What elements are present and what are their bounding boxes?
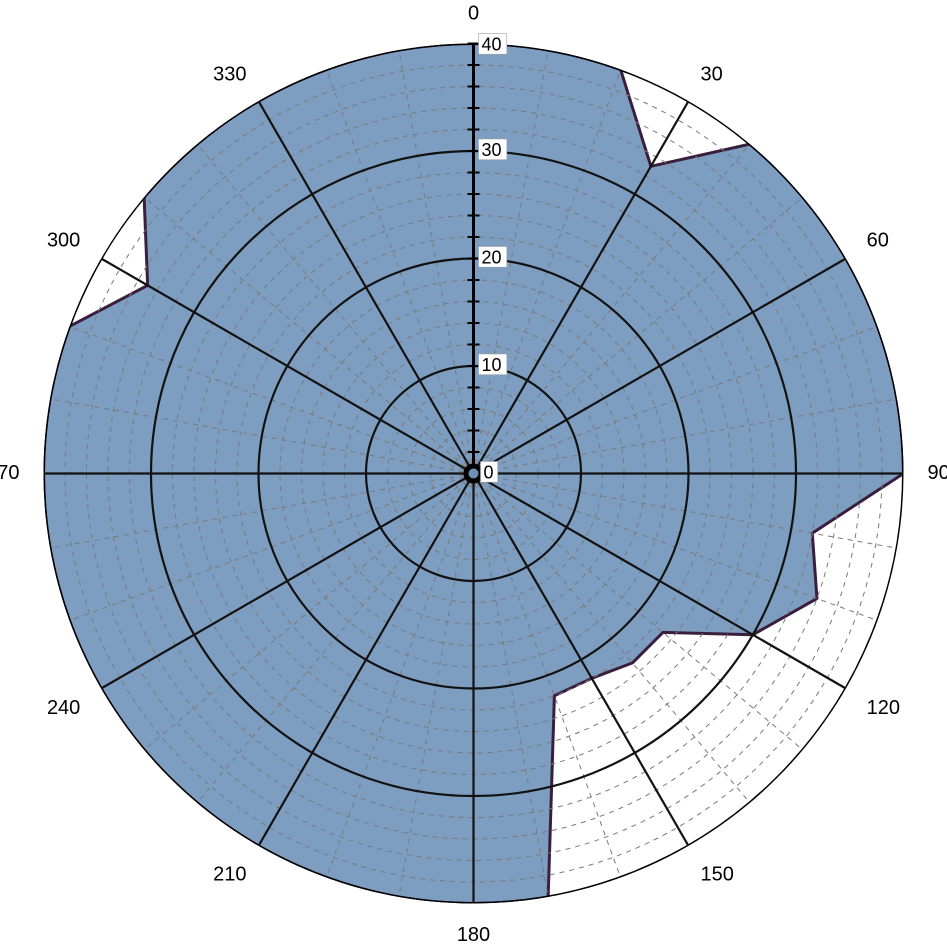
radial-label: 30 <box>482 140 502 160</box>
angle-label: 30 <box>701 63 723 85</box>
radial-label: 0 <box>484 462 494 482</box>
angle-label: 330 <box>213 63 246 85</box>
angle-label: 180 <box>457 924 490 946</box>
angle-label: 240 <box>47 697 80 719</box>
angle-label: 210 <box>213 863 246 885</box>
angle-label: 60 <box>867 230 889 252</box>
angle-label: 0 <box>468 3 479 25</box>
polar-chart: 0 30 60 90 120 150 180 210 240 270 300 330 0 10 20 30 40 <box>0 0 947 947</box>
angle-label: 120 <box>867 697 900 719</box>
angle-label: 300 <box>47 230 80 252</box>
radial-axis <box>468 44 480 474</box>
radial-label: 20 <box>482 247 502 267</box>
radial-label: 10 <box>482 355 502 375</box>
radial-label: 40 <box>482 34 502 54</box>
polar-chart-svg: 0 30 60 90 120 150 180 210 240 270 300 330 0 10 20 30 40 <box>0 0 947 947</box>
angle-label: 90 <box>928 462 947 484</box>
angle-label: 150 <box>701 863 734 885</box>
angle-label: 270 <box>0 462 20 484</box>
